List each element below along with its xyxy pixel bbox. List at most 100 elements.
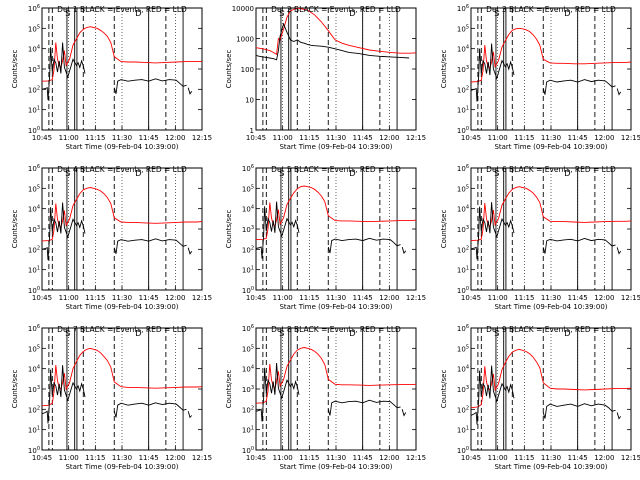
- y-tick-label: 104: [242, 365, 254, 374]
- y-tick-label: 103: [457, 385, 469, 394]
- event-marker-label: S: [65, 9, 70, 18]
- events-rate-series: [41, 202, 86, 261]
- y-tick-label: 102: [28, 85, 40, 94]
- event-marker-label: D: [349, 169, 355, 178]
- x-tick-label: 11:15: [85, 454, 105, 462]
- x-tick-label: 10:45: [461, 294, 481, 302]
- y-tick-label: 101: [457, 106, 469, 115]
- event-marker-label: S: [279, 9, 284, 18]
- events-rate-series: [542, 79, 616, 95]
- y-tick-label: 104: [457, 205, 469, 214]
- x-tick-label: 11:00: [488, 294, 508, 302]
- x-tick-label: 11:00: [273, 454, 293, 462]
- x-tick-label: 11:45: [139, 454, 159, 462]
- x-tick-label: 12:15: [406, 454, 426, 462]
- y-tick-label: 103: [28, 385, 40, 394]
- events-rate-series: [327, 237, 401, 254]
- y-tick-label: 101: [28, 426, 40, 435]
- x-axis-label: Start Time (09-Feb-04 10:39:00): [279, 463, 392, 471]
- y-tick-label: 103: [242, 385, 254, 394]
- x-tick-label: 12:15: [192, 134, 212, 142]
- y-tick-label: 100: [457, 446, 469, 455]
- x-axis-label: Start Time (09-Feb-04 10:39:00): [279, 303, 392, 311]
- event-marker-label: D: [564, 9, 570, 18]
- event-marker-label: S: [279, 169, 284, 178]
- y-axis-label: Counts/sec: [225, 210, 233, 249]
- chart-panel-det-8: 100 101 102 103 104 105 106 10:45 11:00 11:15 11:3…: [225, 324, 426, 471]
- events-rate-series: [187, 87, 193, 95]
- x-tick-label: 10:45: [246, 134, 266, 142]
- x-tick-label: 12:00: [594, 134, 614, 142]
- events-rate-series: [255, 362, 300, 422]
- y-tick-label: 106: [242, 164, 254, 173]
- x-tick-label: 10:45: [461, 134, 481, 142]
- event-marker-label: S: [279, 329, 284, 338]
- x-tick-label: 11:15: [514, 454, 534, 462]
- x-tick-label: 11:30: [112, 454, 132, 462]
- y-tick-label: 105: [28, 344, 40, 353]
- y-tick-label: 104: [457, 365, 469, 374]
- y-tick-label: 103: [28, 225, 40, 234]
- lld-rate-series: [255, 7, 417, 56]
- x-tick-label: 11:15: [299, 134, 319, 142]
- x-tick-label: 11:15: [514, 294, 534, 302]
- y-tick-label: 105: [242, 344, 254, 353]
- y-tick-label: 101: [28, 266, 40, 275]
- events-rate-series: [401, 409, 407, 417]
- y-tick-label: 102: [28, 245, 40, 254]
- y-axis-label: Counts/sec: [440, 210, 448, 249]
- chart-title: Det 1 BLACK = Events, RED = LLD: [57, 5, 187, 14]
- chart-panel-det-3: 100 101 102 103 104 105 106 10:45 11:00 11:15 11:3…: [440, 4, 640, 151]
- y-tick-label: 100: [242, 286, 254, 295]
- x-tick-label: 11:00: [273, 134, 293, 142]
- x-tick-label: 11:45: [568, 454, 588, 462]
- y-tick-label: 106: [457, 324, 469, 333]
- y-tick-label: 101: [242, 266, 254, 275]
- x-tick-label: 12:00: [594, 294, 614, 302]
- x-axis-label: Start Time (09-Feb-04 10:39:00): [494, 303, 607, 311]
- y-axis-label: Counts/sec: [440, 50, 448, 89]
- y-tick-label: 100: [241, 66, 254, 74]
- x-tick-label: 11:00: [59, 294, 79, 302]
- chart-panel-det-2: 1 10 100 1000 10000 10:45 11:00 11:15 11:30 11:45…: [225, 5, 426, 151]
- y-tick-label: 100: [28, 446, 40, 455]
- x-tick-label: 12:15: [621, 454, 640, 462]
- x-tick-label: 11:15: [299, 454, 319, 462]
- y-tick-label: 104: [242, 205, 254, 214]
- x-tick-label: 11:15: [299, 294, 319, 302]
- x-tick-label: 12:15: [621, 294, 640, 302]
- y-tick-label: 103: [457, 225, 469, 234]
- x-tick-label: 11:00: [59, 454, 79, 462]
- events-rate-series: [470, 365, 515, 425]
- y-tick-label: 10: [245, 97, 254, 105]
- y-axis-label: Counts/sec: [11, 210, 19, 249]
- event-marker-label: D: [135, 169, 141, 178]
- events-rate-series: [41, 365, 86, 424]
- events-rate-series: [470, 202, 515, 260]
- events-rate-series: [187, 411, 193, 419]
- y-tick-label: 100: [28, 286, 40, 295]
- y-tick-label: 105: [457, 184, 469, 193]
- x-tick-label: 10:45: [461, 454, 481, 462]
- x-tick-label: 10:45: [32, 294, 52, 302]
- y-tick-label: 105: [457, 344, 469, 353]
- x-tick-label: 11:30: [112, 294, 132, 302]
- x-tick-label: 12:00: [379, 134, 399, 142]
- chart-panel-det-7: 100 101 102 103 104 105 106 10:45 11:00 11:15 11:3…: [11, 324, 212, 471]
- x-tick-label: 11:45: [568, 294, 588, 302]
- x-tick-label: 11:00: [488, 454, 508, 462]
- chart-title: Det 6 BLACK = Events, RED = LLD: [486, 165, 616, 174]
- x-tick-label: 12:00: [379, 294, 399, 302]
- x-tick-label: 12:00: [594, 454, 614, 462]
- events-rate-series: [542, 403, 616, 419]
- x-tick-label: 11:00: [59, 134, 79, 142]
- x-axis-label: Start Time (09-Feb-04 10:39:00): [279, 143, 392, 151]
- x-tick-label: 11:30: [326, 294, 346, 302]
- y-tick-label: 102: [242, 405, 254, 414]
- event-marker-label: D: [564, 329, 570, 338]
- x-tick-label: 11:30: [112, 134, 132, 142]
- events-rate-series: [470, 43, 515, 102]
- y-tick-label: 102: [28, 405, 40, 414]
- y-tick-label: 102: [242, 245, 254, 254]
